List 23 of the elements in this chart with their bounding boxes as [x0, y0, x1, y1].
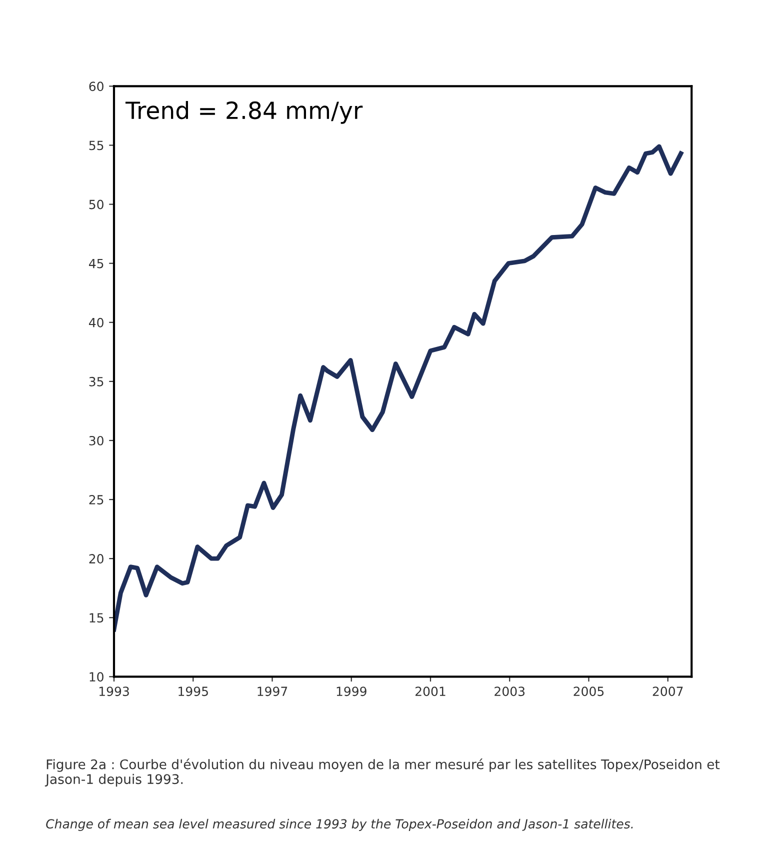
x-tick-label: 1993	[99, 686, 129, 696]
x-tick-label: 1999	[336, 686, 366, 696]
y-tick-label: 30	[89, 436, 104, 446]
y-tick-label: 40	[88, 318, 104, 328]
x-tick-label: 2001	[416, 686, 446, 696]
y-tick-label: 10	[90, 672, 104, 682]
y-tick-label: 50	[89, 200, 104, 210]
y-tick-label: 35	[89, 376, 104, 386]
y-tick-label: 15	[90, 613, 104, 623]
x-tick-label: 2005	[574, 686, 604, 696]
annotation: Trend = 2.84 mm/yr	[125, 100, 363, 124]
x-tick-label: 2003	[494, 686, 525, 696]
y-tick-label: 45	[88, 258, 104, 268]
y-tick-label: 55	[89, 140, 104, 150]
y-tick-label: 20	[89, 554, 104, 564]
line-series	[114, 144, 684, 632]
caption: Figure 2a : Courbe d'évolution du niveau moyen de la mer mesuré par les satellites Topex/Poseidon et Jason-1 depuis 1993.	[44, 758, 720, 787]
text: Change of mean sea level measured since 1993 by the Topex-Poseidon and Jason-1 satellites.	[46, 818, 633, 831]
y-tick-label: 60	[89, 82, 104, 92]
x-tick-label: 1995	[178, 686, 208, 696]
x-tick-label: 1997	[258, 686, 288, 696]
y-tick-label: 25	[89, 495, 104, 504]
x-tick-label: 2007	[652, 686, 683, 696]
